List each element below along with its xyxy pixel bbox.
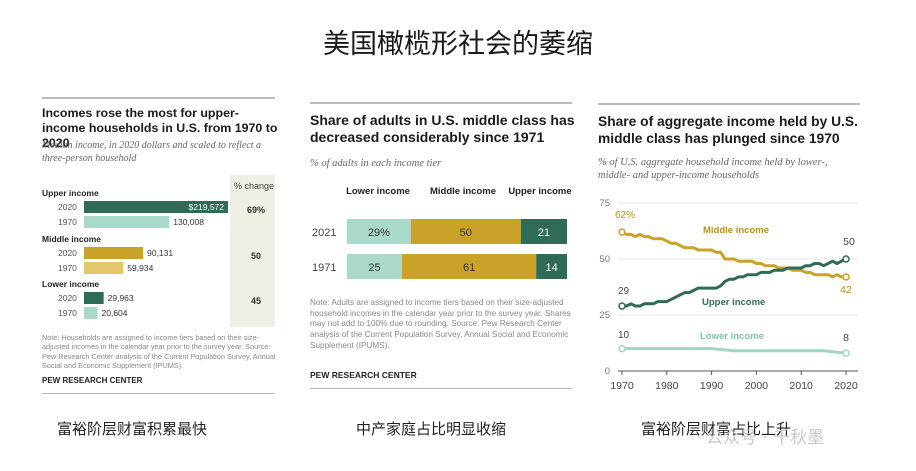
income-bar [84,262,124,274]
right-top-rule [598,103,860,105]
group-label: Upper income [42,188,99,198]
series-start-point [618,302,626,310]
series-start-point [618,228,626,236]
right-line-chart: 0 25 50 75 1970 1980 1990 2000 2010 2020 Middle in… [599,198,858,392]
series-header: Middle income [430,186,496,197]
middle-heading: Share of adults in U.S. middle class has… [310,112,575,145]
left-bar-chart: Upper income 2020 $219,572 1970 130,008 69% Mi… [42,188,265,319]
series-end-label: 8 [843,332,849,344]
segment-label: 25 [368,262,380,274]
stacked-segment [410,219,521,244]
series-start-label: 10 [618,330,630,341]
series-start-label: 29 [618,286,630,297]
income-bar [84,247,144,259]
x-tick-label: 2010 [790,380,814,392]
left-top-rule [42,97,275,99]
income-bar [84,201,228,213]
stacked-segment [402,254,537,279]
segment-label: 14 [545,262,557,274]
segment-label: 50 [460,227,472,239]
stacked-segment [520,219,567,244]
watermark: 公众号 · 千秋墨 [706,428,825,448]
pct-change-value: 45 [251,296,261,306]
bar-value-label: 20,604 [102,308,128,318]
bar-value-label: 90,131 [147,248,173,258]
segment-label: 21 [538,227,550,239]
middle-brand: PEW RESEARCH CENTER [310,370,417,380]
series-name-label: Lower income [700,331,764,342]
bar-value-label: 59,934 [127,263,153,273]
y-tick-label: 50 [599,254,610,265]
left-caption: 富裕阶层财富积累最快 [57,420,208,438]
series-end-point [842,349,850,357]
left-heading: Incomes rose the most for upper-income h… [42,106,278,150]
series-start-point [618,344,626,353]
series-line [622,257,847,308]
pct-change-value: 50 [251,251,261,261]
x-tick-label: 1980 [655,380,679,392]
x-tick-label: 1970 [610,380,634,392]
middle-bottom-rule [310,388,572,389]
series-line [621,230,846,279]
income-bar [84,307,98,319]
row-year-label: 1971 [312,262,336,274]
middle-note: Note: Adults are assigned to income tier… [310,298,571,350]
bar-value-label: 130,008 [173,217,204,227]
year-label: 2020 [58,248,77,258]
middle-top-rule [310,102,572,104]
middle-stacked-bar-chart: Lower income Middle income Upper income 202… [312,186,572,279]
income-bar [84,216,170,228]
year-label: 2020 [58,293,77,303]
stacked-segment [536,254,567,279]
x-tick-label: 1990 [700,380,724,392]
right-subtitle: % of U.S. aggregate household income hel… [598,157,828,182]
segment-label: 29% [368,227,390,239]
series-end-label: 50 [843,236,855,248]
pct-change-column [230,175,275,327]
left-note: Note: Households are assigned to income … [42,333,276,371]
right-caption: 富裕阶层财富占比上升 [641,420,792,438]
middle-caption: 中产家庭占比明显收缩 [356,420,507,438]
series-header: Upper income [508,186,571,197]
series-header: Lower income [346,186,410,197]
bar-value-label: $219,572 [189,202,225,212]
series-name-label: Middle income [703,225,769,236]
pct-change-header: % change [234,181,275,191]
series-end-point [842,273,850,281]
x-tick-label: 2020 [834,380,858,392]
left-subtitle: Median income, in 2020 dollars and scale… [42,140,262,164]
series-start-label: 62% [615,210,635,221]
year-label: 1970 [58,308,77,318]
series-end-label: 42 [840,284,852,296]
pct-change-value: 69% [247,205,265,215]
stacked-segment [347,219,411,244]
bar-value-label: 29,963 [108,293,134,303]
year-label: 2020 [58,202,77,212]
group-label: Lower income [42,279,99,289]
row-year-label: 2021 [312,227,336,239]
left-brand: PEW RESEARCH CENTER [42,376,143,385]
left-bottom-rule [42,393,275,394]
series-end-point [842,255,850,263]
segment-label: 61 [463,262,475,274]
group-label: Middle income [42,234,101,244]
year-label: 1970 [58,263,77,273]
year-label: 1970 [58,217,77,227]
x-tick-label: 2000 [745,380,769,392]
y-tick-label: 25 [599,310,610,321]
right-heading: Share of aggregate income held by U.S. m… [598,114,858,146]
income-bar [84,292,104,304]
stacked-segment [347,254,402,279]
y-tick-label: 75 [599,198,610,209]
series-name-label: Upper income [702,297,765,308]
middle-subtitle: % of adults in each income tier [310,158,442,169]
page-title: 美国橄榄形社会的萎缩 [323,29,593,60]
y-tick-label: 0 [605,366,610,377]
series-line [622,347,847,355]
